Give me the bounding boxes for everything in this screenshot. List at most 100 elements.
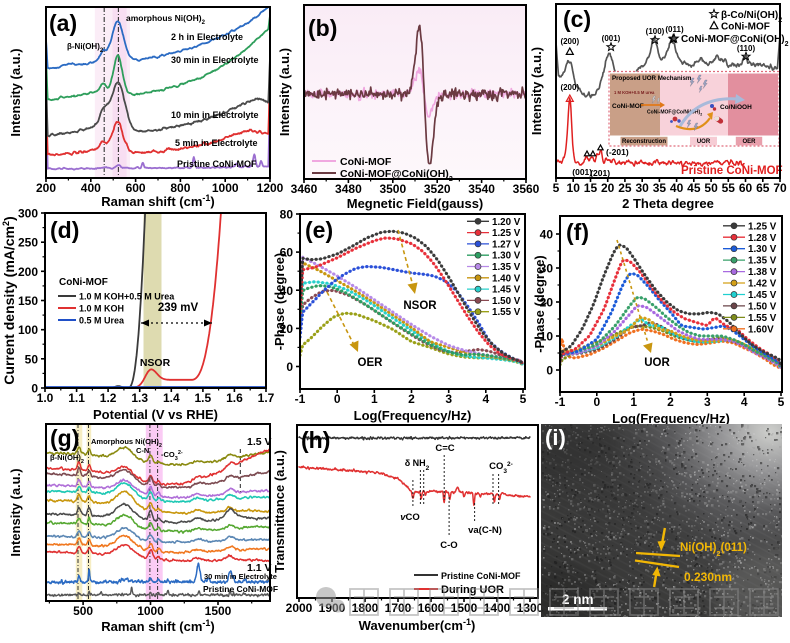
svg-text:150: 150 [18, 294, 38, 308]
svg-text:Pristine CoNi-MOF: Pristine CoNi-MOF [203, 584, 278, 594]
svg-text:1.0: 1.0 [37, 391, 54, 405]
svg-text:3520: 3520 [424, 182, 451, 196]
svg-text:NSOR: NSOR [403, 300, 437, 312]
svg-text:1.1 V: 1.1 V [247, 562, 272, 574]
svg-text:250: 250 [18, 236, 38, 250]
svg-text:(110): (110) [737, 44, 756, 53]
svg-text:Intensity (a.u.): Intensity (a.u.) [8, 48, 23, 136]
svg-text:C-O: C-O [440, 540, 457, 551]
svg-text:1700: 1700 [385, 601, 412, 615]
svg-text:Pristine CoNi-MOF: Pristine CoNi-MOF [441, 571, 521, 581]
svg-text:0.5 M Urea: 0.5 M Urea [79, 316, 125, 326]
svg-text:1.30 V: 1.30 V [748, 244, 777, 255]
svg-text:1 M KOH+0.5 M urea: 1 M KOH+0.5 M urea [614, 90, 655, 95]
svg-text:3460: 3460 [291, 182, 318, 196]
svg-text:-1: -1 [555, 395, 566, 409]
svg-text:200: 200 [36, 181, 56, 195]
svg-text:OER: OER [358, 357, 384, 369]
svg-text:1.27 V: 1.27 V [492, 239, 521, 250]
svg-text:2 Theta degree: 2 Theta degree [622, 196, 714, 211]
svg-text:30: 30 [540, 262, 554, 276]
svg-text:70: 70 [773, 181, 787, 195]
svg-text:CoNi-MOF: CoNi-MOF [59, 277, 108, 288]
svg-text:1000: 1000 [212, 181, 239, 195]
svg-text:4: 4 [741, 395, 748, 409]
svg-text:CoNi-MOF: CoNi-MOF [721, 22, 770, 33]
svg-text:30 min in Electrolyte: 30 min in Electrolyte [204, 572, 277, 581]
svg-text:1500: 1500 [205, 604, 232, 618]
svg-text:25: 25 [618, 181, 632, 195]
svg-text:Intensity (a.u.): Intensity (a.u.) [277, 48, 292, 136]
svg-text:5: 5 [778, 395, 785, 409]
svg-text:1.25 V: 1.25 V [492, 228, 521, 239]
svg-text:1.28 V: 1.28 V [748, 233, 777, 244]
svg-text:1200: 1200 [257, 181, 284, 195]
svg-text:Proposed UOR Mechanism: Proposed UOR Mechanism [612, 75, 692, 82]
svg-text:amorphous Ni(OH)2: amorphous Ni(OH)2 [126, 13, 206, 26]
svg-text:1800: 1800 [352, 601, 379, 615]
svg-text:(a): (a) [49, 10, 77, 36]
svg-text:10: 10 [540, 330, 554, 344]
svg-text:1.7: 1.7 [258, 391, 275, 405]
svg-text:1.35 V: 1.35 V [748, 256, 777, 267]
svg-text:CoNi-MOF@CoNi(OH)2: CoNi-MOF@CoNi(OH)2 [340, 168, 453, 183]
svg-text:1.50 V: 1.50 V [492, 296, 521, 307]
svg-text:1.30 V: 1.30 V [492, 251, 521, 262]
svg-text:0.230nm: 0.230nm [684, 570, 732, 584]
svg-text:CO32-: CO32- [489, 461, 513, 475]
svg-text:During UOR: During UOR [441, 584, 504, 596]
svg-text:3: 3 [704, 395, 711, 409]
svg-text:1: 1 [371, 392, 378, 406]
svg-text:5: 5 [553, 181, 560, 195]
svg-text:va(C-N): va(C-N) [468, 525, 502, 536]
svg-text:800: 800 [170, 181, 190, 195]
svg-text:(g): (g) [50, 425, 79, 451]
svg-text:2000: 2000 [286, 601, 313, 615]
svg-text:1.0 M KOH+0.5 M Urea: 1.0 M KOH+0.5 M Urea [79, 292, 175, 302]
svg-text:1600: 1600 [418, 601, 445, 615]
svg-text:600: 600 [126, 181, 146, 195]
svg-text:C=C: C=C [435, 443, 454, 454]
svg-text:50: 50 [704, 181, 718, 195]
svg-text:(c): (c) [563, 6, 591, 32]
svg-text:200: 200 [18, 265, 38, 279]
svg-text:1000: 1000 [137, 604, 164, 618]
svg-text:Megnetic Field(gauss): Megnetic Field(gauss) [347, 196, 484, 211]
svg-text:4: 4 [482, 392, 489, 406]
svg-text:Co/NiOOH: Co/NiOOH [720, 104, 752, 111]
svg-text:1.4: 1.4 [163, 391, 180, 405]
svg-text:1.45 V: 1.45 V [492, 285, 521, 296]
svg-text:3: 3 [445, 392, 452, 406]
svg-text:1.6: 1.6 [226, 391, 243, 405]
svg-text:55: 55 [722, 181, 736, 195]
svg-text:CoNi-MOF@Co/Ni(OH)2: CoNi-MOF@Co/Ni(OH)2 [647, 110, 702, 117]
svg-text:3560: 3560 [513, 182, 540, 196]
svg-text:1.55 V: 1.55 V [748, 313, 777, 324]
svg-text:0: 0 [334, 392, 341, 406]
svg-text:Raman shift (cm-1): Raman shift (cm-1) [101, 193, 215, 209]
svg-text:2: 2 [667, 395, 674, 409]
svg-text:20: 20 [601, 181, 615, 195]
svg-text:239 mV: 239 mV [158, 302, 199, 314]
svg-text:20: 20 [540, 296, 554, 310]
svg-text:0: 0 [546, 364, 553, 378]
svg-text:Ni(OH)2(011): Ni(OH)2(011) [680, 542, 747, 558]
svg-text:5 min in Electrolyte: 5 min in Electrolyte [175, 138, 258, 148]
svg-text:vCO: vCO [400, 512, 420, 523]
svg-text:40: 40 [540, 228, 554, 242]
svg-text:Pristine CoNi-MOF: Pristine CoNi-MOF [177, 159, 257, 169]
svg-text:-Phase (degree): -Phase (degree) [272, 253, 287, 351]
svg-text:1.60V: 1.60V [748, 324, 774, 335]
svg-text:30 min in Electrolyte: 30 min in Electrolyte [171, 55, 259, 65]
svg-text:50: 50 [25, 352, 39, 366]
svg-text:(e): (e) [305, 217, 333, 243]
svg-text:65: 65 [756, 181, 770, 195]
svg-text:3540: 3540 [468, 182, 495, 196]
svg-text:CoNi-MOF@CoNi(OH)2: CoNi-MOF@CoNi(OH)2 [681, 34, 789, 48]
svg-text:0: 0 [31, 382, 38, 396]
svg-text:0: 0 [593, 395, 600, 409]
svg-text:2: 2 [408, 392, 415, 406]
svg-text:1.3: 1.3 [131, 391, 148, 405]
svg-text:20: 20 [280, 322, 294, 336]
svg-text:(001): (001) [572, 167, 592, 177]
